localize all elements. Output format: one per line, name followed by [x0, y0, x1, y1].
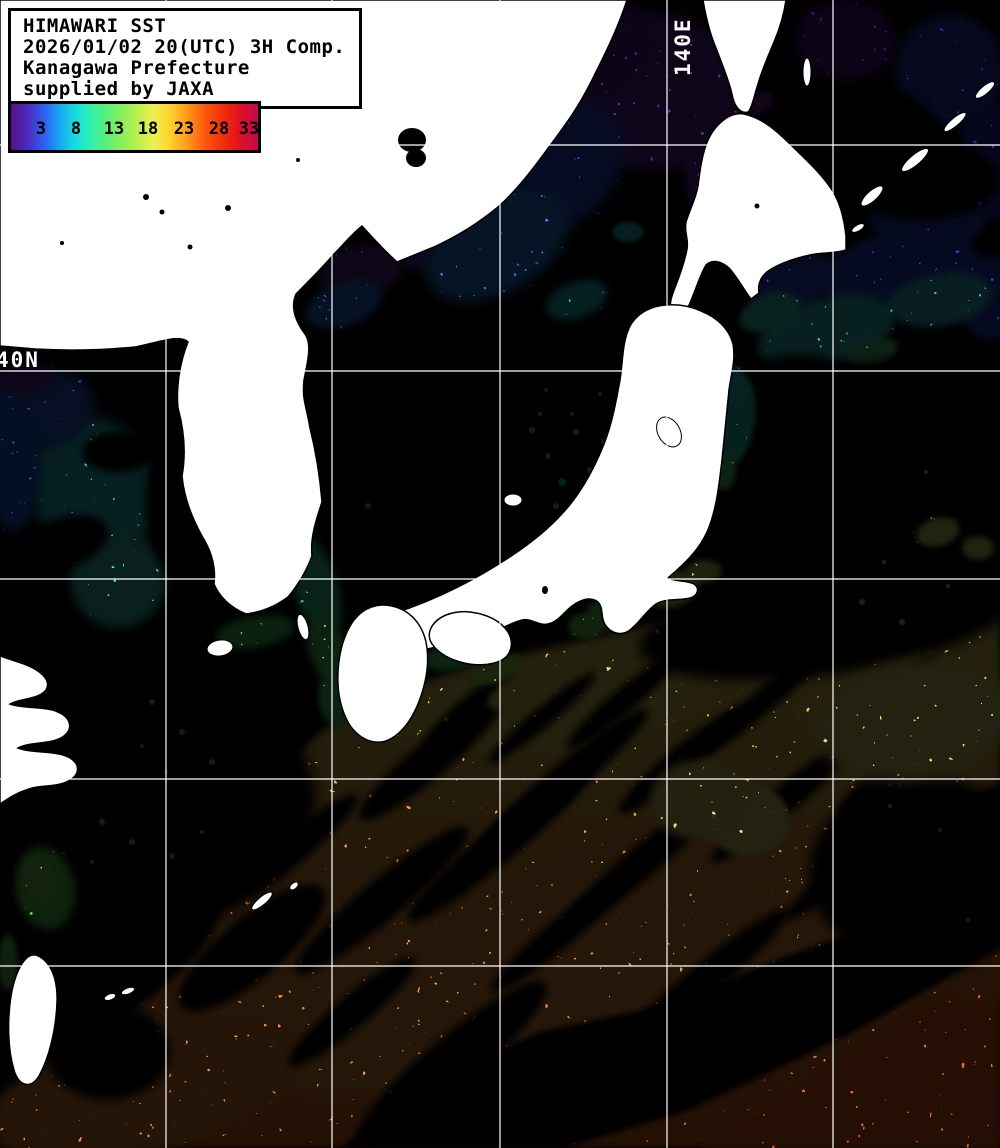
- islet-sado: [656, 416, 682, 448]
- sst-colorbar: 3 8 13 18 23 28 33: [8, 101, 261, 153]
- islet-amami: [289, 881, 299, 891]
- nodata-dot-5: [60, 241, 64, 245]
- islet-okinawa: [251, 891, 273, 911]
- islet-iturup: [901, 147, 929, 173]
- title-prefecture: Kanagawa Prefecture: [23, 57, 250, 79]
- colorbar-tick-33: 33: [238, 119, 260, 140]
- nodata-island-blob-a: [398, 128, 426, 152]
- colorbar-tick-8: 8: [70, 119, 82, 140]
- colorbar-tick-28: 28: [208, 119, 230, 140]
- small-islands: [103, 57, 996, 1001]
- title-datetime: 2026/01/02 20(UTC) 3H Comp.: [23, 36, 346, 58]
- lon-label-140E: 140E: [671, 17, 695, 76]
- title-product: HIMAWARI SST: [23, 15, 167, 37]
- islet-kuril-north: [974, 81, 996, 99]
- land-taiwan: [7, 954, 58, 1086]
- nodata-dot-hokkaido: [754, 203, 760, 209]
- land-kyushu: [337, 604, 429, 743]
- title-attribution: supplied by JAXA: [23, 78, 215, 100]
- colorbar-tick-18: 18: [137, 119, 159, 140]
- land-asia-mainland-korea: [0, 0, 628, 615]
- lat-label-40N: 40N: [0, 348, 40, 372]
- islet-jeju: [206, 639, 234, 657]
- graticule-labels: 140E 40N: [0, 17, 695, 372]
- nodata-dot-2: [159, 209, 165, 215]
- islet-kunashiri: [860, 185, 884, 207]
- nodata-dot-1: [143, 194, 149, 200]
- islet-oki: [503, 493, 523, 507]
- nodata-dot-6: [296, 158, 300, 162]
- land-no-data-specks: [60, 128, 760, 594]
- land-china-yangtze-coast: [0, 655, 79, 805]
- info-box: HIMAWARI SST 2026/01/02 20(UTC) 3H Comp.…: [8, 8, 362, 109]
- land-masses: [0, 0, 847, 1086]
- islet-sakhalin-east: [802, 57, 812, 87]
- islet-yaeyama: [103, 993, 117, 1001]
- islet-shikotan: [851, 223, 865, 233]
- nodata-dot-3: [187, 244, 193, 250]
- lake-biwa: [542, 586, 548, 594]
- colorbar-tick-3: 3: [35, 119, 47, 140]
- colorbar-tick-13: 13: [103, 119, 125, 140]
- islet-miyako: [120, 986, 136, 996]
- colorbar-tick-23: 23: [173, 119, 195, 140]
- land-sakhalin: [702, 0, 787, 114]
- land-hokkaido: [669, 112, 847, 317]
- nodata-dot-4: [225, 205, 231, 211]
- islet-urup: [943, 111, 967, 133]
- nodata-island-blob-b: [406, 149, 426, 167]
- islet-tsushima: [296, 613, 310, 641]
- land-shikoku: [428, 610, 513, 666]
